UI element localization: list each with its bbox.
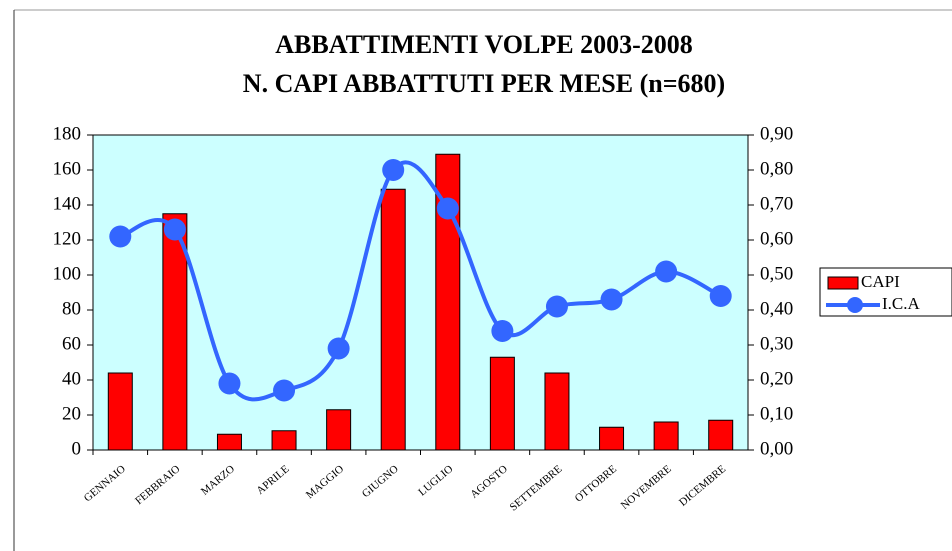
x-tick-label: GIUGNO [360,463,401,500]
y-tick-label: 100 [53,263,82,284]
y-tick-label: 20 [62,403,81,424]
x-tick-label: MARZO [199,463,237,498]
line-marker [545,295,568,318]
y-tick-label: 120 [53,228,82,249]
y-tick-label: 60 [62,333,81,354]
bar [708,419,734,451]
chart-subtitle: N. CAPI ABBATTUTI PER MESE (n=680) [243,69,725,98]
line-marker [109,225,132,248]
y-tick-label: 140 [53,193,82,214]
chart-title: ABBATTIMENTI VOLPE 2003-2008 [275,30,692,59]
x-tick-label: MAGGIO [304,463,346,501]
y-tick-label: 0 [72,438,82,459]
line-marker [273,379,296,402]
bar [653,421,679,451]
y2-tick-label: 0,20 [760,368,793,389]
y2-tick-label: 0,60 [760,228,793,249]
y2-tick-label: 0,00 [760,438,793,459]
x-tick-label: SETTEMBRE [508,463,565,514]
line-marker [382,159,405,181]
x-tick-label: LUGLIO [416,463,455,499]
y2-tick-label: 0,50 [760,263,793,284]
y-tick-label: 40 [62,368,81,389]
y-tick-label: 160 [53,158,82,179]
y2-tick-label: 0,30 [760,333,793,354]
bar [107,372,133,451]
x-tick-label: NOVEMBRE [619,463,674,512]
bar [162,213,188,451]
line-marker [436,197,459,220]
y-tick-label: 180 [53,123,82,144]
legend-label: CAPI [861,272,900,291]
bar [599,426,625,451]
x-tick-label: AGOSTO [468,463,510,501]
bar [380,188,406,451]
line-marker [218,372,241,395]
legend-box [819,267,952,317]
bar [326,409,352,451]
bar [271,430,297,451]
line-marker [655,260,678,283]
legend-swatch [827,276,859,290]
line-marker [600,288,623,311]
line-marker [163,218,186,241]
y2-tick-label: 0,10 [760,403,793,424]
bar [489,356,515,451]
legend-label: I.C.A [882,294,921,313]
x-tick-label: GENNAIO [82,463,128,504]
y-tick-label: 80 [62,298,81,319]
y2-tick-label: 0,40 [760,298,793,319]
y2-tick-label: 0,90 [760,123,793,144]
line-marker [491,320,514,342]
bar [544,372,570,451]
line-marker [327,337,350,360]
x-tick-label: FEBBRAIO [133,463,182,507]
line-marker [709,285,732,307]
x-tick-label: DICEMBRE [677,463,728,509]
bar [216,433,242,451]
plot-area [92,134,749,451]
x-tick-label: APRILE [254,463,291,497]
y2-tick-label: 0,70 [760,193,793,214]
x-tick-label: OTTOBRE [573,463,620,505]
y2-tick-label: 0,80 [760,158,793,179]
legend-marker [847,297,863,313]
